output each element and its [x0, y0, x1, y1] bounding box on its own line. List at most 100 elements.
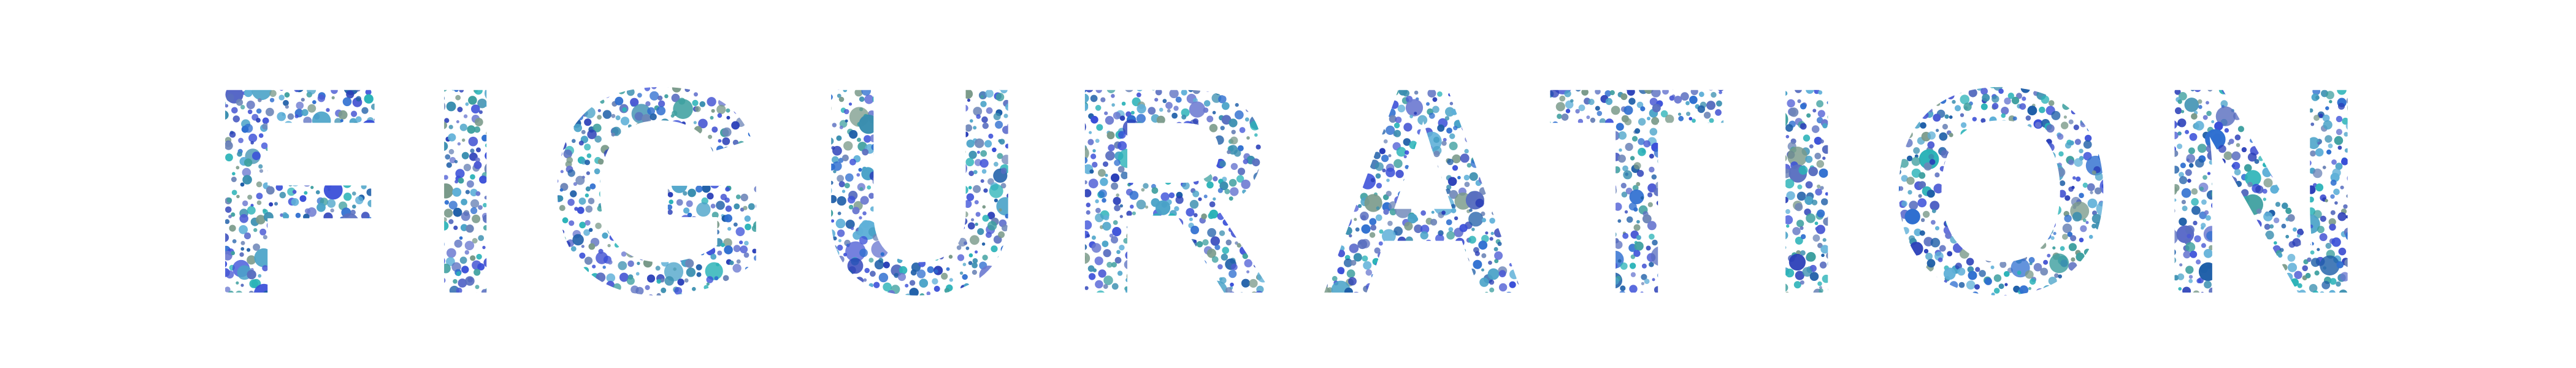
bubble: [857, 137, 861, 142]
bubble: [361, 107, 369, 114]
bubble: [352, 191, 356, 196]
bubble: [1255, 185, 1260, 190]
bubble: [469, 82, 475, 87]
bubble: [378, 205, 382, 209]
bubble: [1834, 159, 1844, 169]
bubble: [1098, 169, 1106, 177]
bubble: [2301, 214, 2320, 234]
bubble: [259, 169, 264, 173]
bubble: [2168, 169, 2173, 174]
bubble: [2177, 131, 2182, 136]
bubble: [1109, 233, 1114, 238]
bubble: [973, 185, 981, 193]
bubble: [1637, 80, 1642, 85]
bubble: [1091, 236, 1096, 240]
bubble: [1448, 93, 1452, 97]
bubble: [1417, 257, 1422, 263]
bubble: [647, 107, 655, 115]
bubble: [1437, 248, 1447, 259]
bubble: [1601, 193, 1608, 200]
bubble: [1769, 149, 1776, 156]
bubble: [1963, 102, 1972, 111]
bubble: [2068, 119, 2074, 125]
bubble: [2293, 167, 2302, 176]
bubble: [2209, 245, 2214, 251]
bubble: [1651, 117, 1660, 125]
bubble: [2168, 186, 2177, 196]
bubble: [721, 61, 738, 78]
bubble: [367, 151, 375, 160]
bubble: [970, 235, 979, 245]
bubble: [613, 148, 619, 155]
bubble: [1938, 257, 1943, 263]
bubble: [231, 177, 237, 182]
bubble: [1633, 250, 1641, 257]
bubble: [1671, 123, 1677, 130]
bubble: [1651, 174, 1657, 180]
bubble: [1632, 185, 1639, 191]
bubble: [2220, 218, 2224, 222]
bubble: [294, 114, 299, 118]
bubble: [1333, 205, 1338, 210]
bubble: [434, 67, 440, 73]
bubble: [572, 234, 584, 246]
bubble: [1620, 69, 1627, 76]
bubble: [966, 139, 975, 148]
bubble: [488, 113, 497, 123]
bubble: [652, 193, 656, 197]
bubble: [2026, 216, 2034, 224]
bubble: [446, 162, 452, 168]
bubble: [835, 218, 846, 229]
bubble: [1948, 72, 1958, 83]
bubble: [1461, 67, 1466, 72]
bubble: [2360, 137, 2367, 158]
bubble: [1454, 216, 1459, 221]
bubble: [554, 76, 563, 85]
bubble: [1584, 198, 1587, 202]
bubble: [2315, 148, 2324, 157]
bubble: [278, 94, 285, 101]
bubble: [1428, 112, 1435, 119]
bubble: [2184, 98, 2199, 112]
bubble: [559, 188, 564, 192]
bubble: [546, 193, 555, 201]
bubble: [1919, 181, 1926, 189]
bubble: [2171, 76, 2180, 85]
bubble: [609, 234, 617, 241]
bubble: [548, 231, 555, 239]
bubble: [1557, 206, 1564, 213]
bubble: [1649, 98, 1658, 106]
bubble: [1706, 70, 1715, 79]
bubble: [1494, 228, 1503, 238]
bubble: [1886, 183, 1890, 186]
bubble: [2185, 169, 2192, 176]
bubble: [224, 219, 230, 224]
bubble: [1222, 247, 1229, 255]
bubble: [1994, 217, 2003, 224]
bubble: [1884, 237, 1893, 247]
bubble: [1111, 182, 1119, 190]
bubble: [905, 153, 911, 159]
bubble: [1095, 105, 1102, 111]
bubble: [973, 126, 977, 130]
bubble: [351, 110, 358, 117]
bubble: [833, 170, 837, 174]
bubble: [305, 168, 315, 178]
bubble: [1397, 104, 1406, 113]
bubble: [1070, 105, 1074, 109]
bubble: [698, 85, 702, 89]
bubble: [2152, 71, 2160, 79]
bubble: [1651, 88, 1661, 98]
bubble: [1137, 104, 1146, 113]
bubble: [1202, 239, 1209, 246]
bubble: [1090, 94, 1098, 102]
bubble: [1674, 96, 1682, 104]
bubble: [1581, 88, 1589, 96]
bubble: [2152, 181, 2162, 191]
bubble: [1660, 169, 1668, 176]
bubble: [2337, 85, 2347, 95]
bubble: [493, 182, 499, 188]
bubble: [1684, 124, 1693, 133]
bubble: [837, 212, 841, 215]
bubble: [1319, 235, 1329, 245]
